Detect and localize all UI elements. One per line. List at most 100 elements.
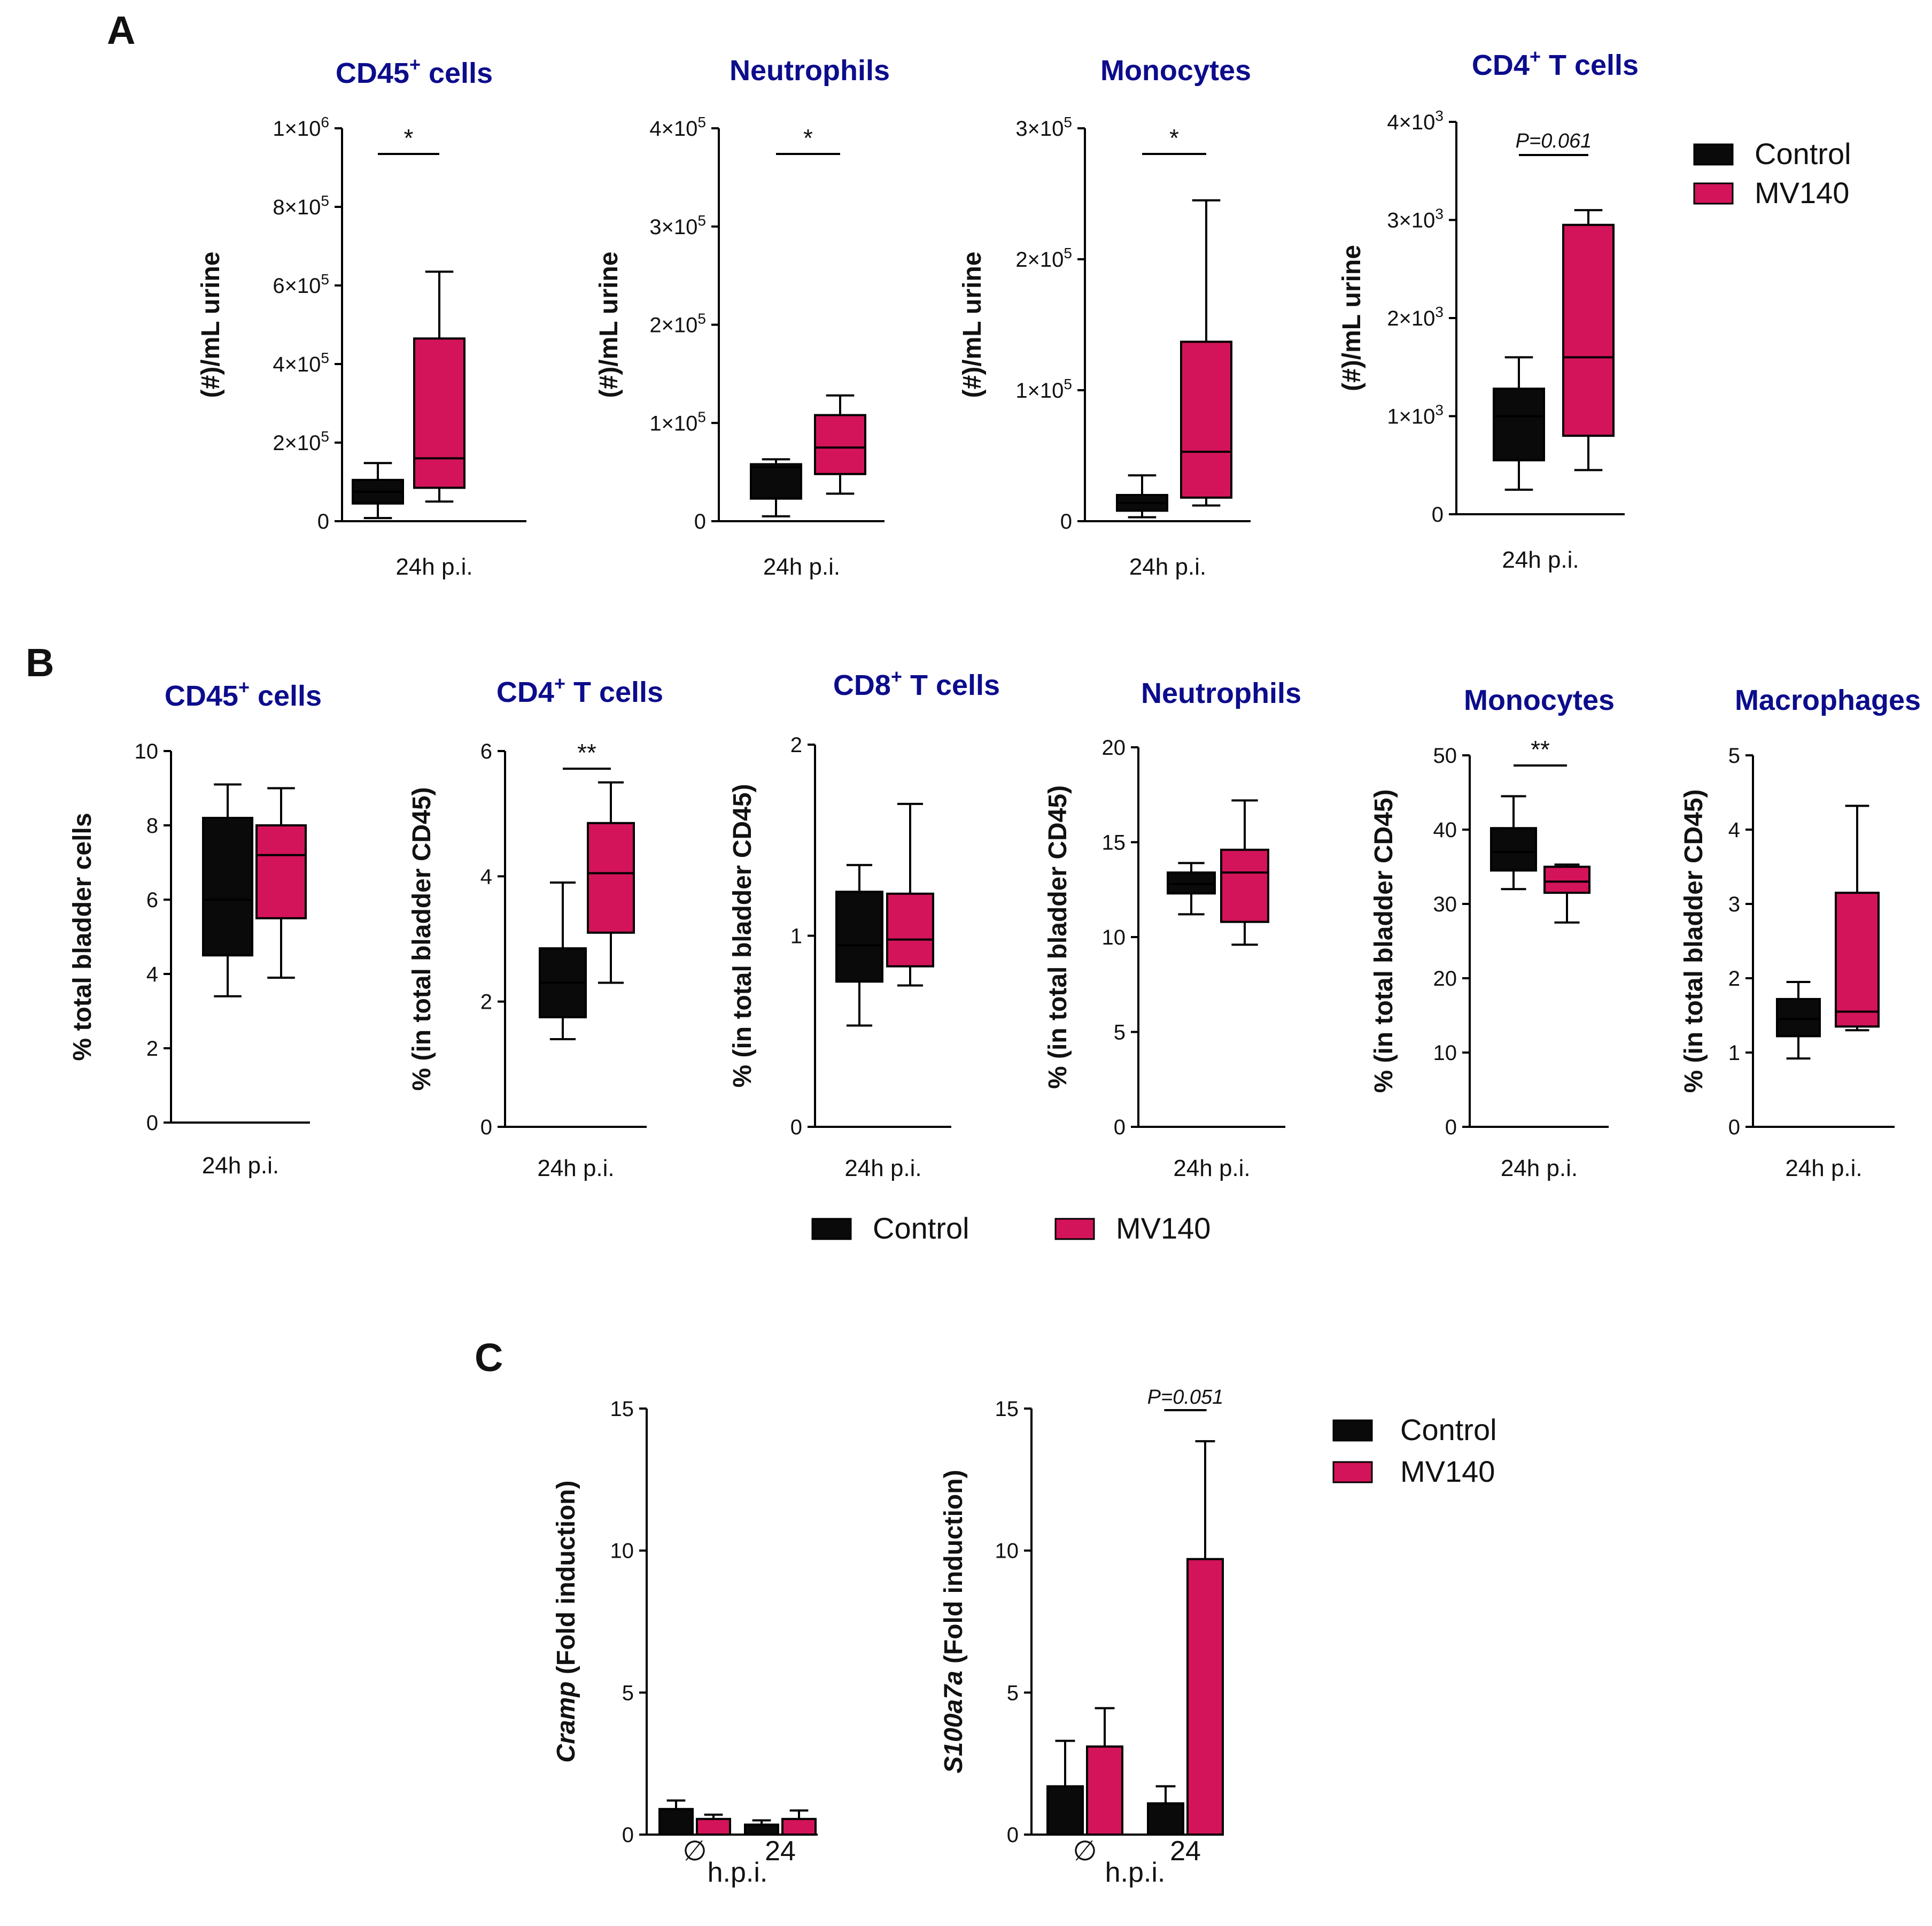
- y-tick-label: 2: [790, 733, 802, 757]
- bar-control: [744, 1823, 779, 1836]
- bar-mv140: [696, 1817, 731, 1836]
- y-tick-label: 4: [1728, 818, 1740, 842]
- chart-5: 0 2 4 6 8 10 CD45+ cells % total bladder cells 2…: [68, 676, 322, 1179]
- y-tick-label-exponent: 5: [1064, 114, 1072, 130]
- box-control: [1116, 474, 1168, 519]
- legend-b: Control MV140: [811, 1211, 1211, 1245]
- y-tick-label: 5: [1728, 744, 1740, 768]
- y-tick-label-base: 0: [480, 1116, 492, 1139]
- box-iqr: [1493, 388, 1545, 462]
- x-axis-label: 24h p.i.: [1129, 554, 1206, 580]
- y-tick-label-exponent: 5: [697, 212, 706, 229]
- y-tick-label-base: 0: [790, 1116, 802, 1139]
- y-tick-label-base: 3: [1728, 893, 1740, 916]
- chart-title-sup: +: [238, 676, 250, 698]
- y-tick-label: 1×103: [1387, 402, 1444, 429]
- chart-title-main: CD8: [833, 669, 891, 701]
- y-axis-label-suffix: (Fold induction): [940, 1469, 968, 1670]
- y-tick-label-base: 4: [146, 963, 158, 986]
- box-mv140: [1180, 199, 1232, 507]
- chart-title-suffix: cells: [250, 680, 322, 712]
- y-tick-label: 4×105: [273, 350, 329, 376]
- box-mv140: [255, 787, 307, 979]
- box-mv140: [1220, 799, 1269, 946]
- y-tick-label-base: 15: [610, 1397, 634, 1421]
- y-tick-label: 10: [1102, 926, 1126, 949]
- y-tick-label-base: 2×10: [1387, 307, 1435, 330]
- chart-7: 0 1 2 CD8+ T cells % (in total bladder CD45)…: [728, 666, 1000, 1181]
- chart-11: 0 5 10 15 Cramp (Fold induction) ∅ 24h.p.i.: [552, 1397, 818, 1888]
- y-tick-label-base: 4×10: [1387, 111, 1435, 134]
- y-tick-label: 0: [694, 510, 706, 533]
- bar-mv140: [1086, 1745, 1123, 1836]
- y-tick-label-base: 5: [1114, 1021, 1126, 1045]
- y-tick-label: 2: [480, 991, 492, 1014]
- y-tick-label-base: 1: [1728, 1041, 1740, 1065]
- chart-title-sup: +: [891, 666, 902, 687]
- box-iqr: [750, 463, 802, 500]
- y-axis-label: % (in total bladder CD45): [1370, 789, 1398, 1093]
- y-tick-label-base: 0: [1445, 1116, 1457, 1139]
- y-tick-label: 4: [146, 963, 158, 986]
- box-mv140: [1562, 209, 1615, 471]
- y-tick-label: 0: [1728, 1116, 1740, 1139]
- box-control: [1776, 980, 1821, 1060]
- chart-title: Neutrophils: [1141, 677, 1301, 709]
- chart-title: CD45+ cells: [336, 53, 493, 89]
- y-tick-label-base: 6: [146, 888, 158, 912]
- y-tick-label: 5: [622, 1681, 634, 1705]
- y-tick-label: 10: [135, 740, 159, 763]
- legend-b-mv140-label: MV140: [1116, 1211, 1211, 1245]
- box-mv140: [1835, 805, 1880, 1032]
- y-axis-label: % (in total bladder CD45): [1044, 785, 1072, 1089]
- x-axis-label: h.p.i.: [1105, 1857, 1166, 1888]
- y-axis-label-gene: Cramp: [552, 1681, 580, 1762]
- y-tick-label: 6: [480, 740, 492, 763]
- y-tick-label: 15: [610, 1397, 634, 1421]
- chart-8: 0 5 10 15 20 Neutrophils % (in total bladder C…: [1044, 677, 1301, 1181]
- chart-title: Macrophages: [1735, 684, 1921, 716]
- box-mv140: [814, 394, 866, 495]
- y-tick-label: 0: [1445, 1116, 1457, 1139]
- box-mv140: [1543, 863, 1590, 924]
- y-tick-label-base: 6×10: [273, 274, 321, 298]
- y-tick-label: 2: [1728, 967, 1740, 991]
- box-mv140: [587, 781, 635, 984]
- chart-title: CD4+ T cells: [1472, 45, 1639, 81]
- chart-title-main: CD4: [496, 676, 554, 708]
- y-axis-label: S100a7a (Fold induction): [940, 1469, 968, 1773]
- y-tick-label: 0: [622, 1823, 634, 1847]
- y-tick-label-base: 30: [1433, 893, 1457, 916]
- y-tick-label: 0: [146, 1111, 158, 1135]
- chart-title: Monocytes: [1100, 55, 1251, 87]
- chart-title-sup: +: [409, 53, 421, 75]
- box-control: [352, 462, 404, 520]
- box-iqr: [886, 892, 934, 968]
- y-tick-label-base: 1×10: [1015, 379, 1064, 403]
- y-tick-label-base: 1×10: [649, 412, 697, 435]
- significance-label: *: [404, 124, 414, 152]
- y-tick-label-base: 0: [1114, 1116, 1126, 1139]
- chart-title-suffix: T cells: [565, 676, 663, 708]
- chart-title-sup: +: [1530, 45, 1541, 67]
- legend-c-control-swatch: [1332, 1419, 1373, 1442]
- y-axis-label: (#)/mL urine: [197, 252, 225, 398]
- chart-title-main: Neutrophils: [1141, 677, 1301, 709]
- y-tick-label: 15: [1102, 831, 1126, 855]
- chart-title-main: CD45: [165, 680, 238, 712]
- y-tick-label-base: 2: [146, 1037, 158, 1061]
- y-tick-label-base: 0: [146, 1111, 158, 1135]
- legend-b-mv140-swatch: [1054, 1218, 1095, 1240]
- y-tick-label-exponent: 5: [697, 408, 706, 425]
- x-category-label: 24: [1170, 1836, 1201, 1867]
- chart-title-main: CD4: [1472, 49, 1530, 81]
- chart-title-main: CD45: [336, 57, 409, 89]
- legend-a-control-swatch: [1693, 143, 1734, 166]
- y-tick-label: 2×105: [649, 311, 706, 337]
- chart-title-suffix: T cells: [902, 669, 1000, 701]
- y-tick-label: 10: [610, 1540, 634, 1563]
- significance-label: *: [1169, 124, 1179, 152]
- y-tick-label-base: 0: [1007, 1823, 1019, 1847]
- y-tick-label: 5: [1007, 1681, 1019, 1705]
- y-tick-label: 1×105: [1015, 376, 1072, 403]
